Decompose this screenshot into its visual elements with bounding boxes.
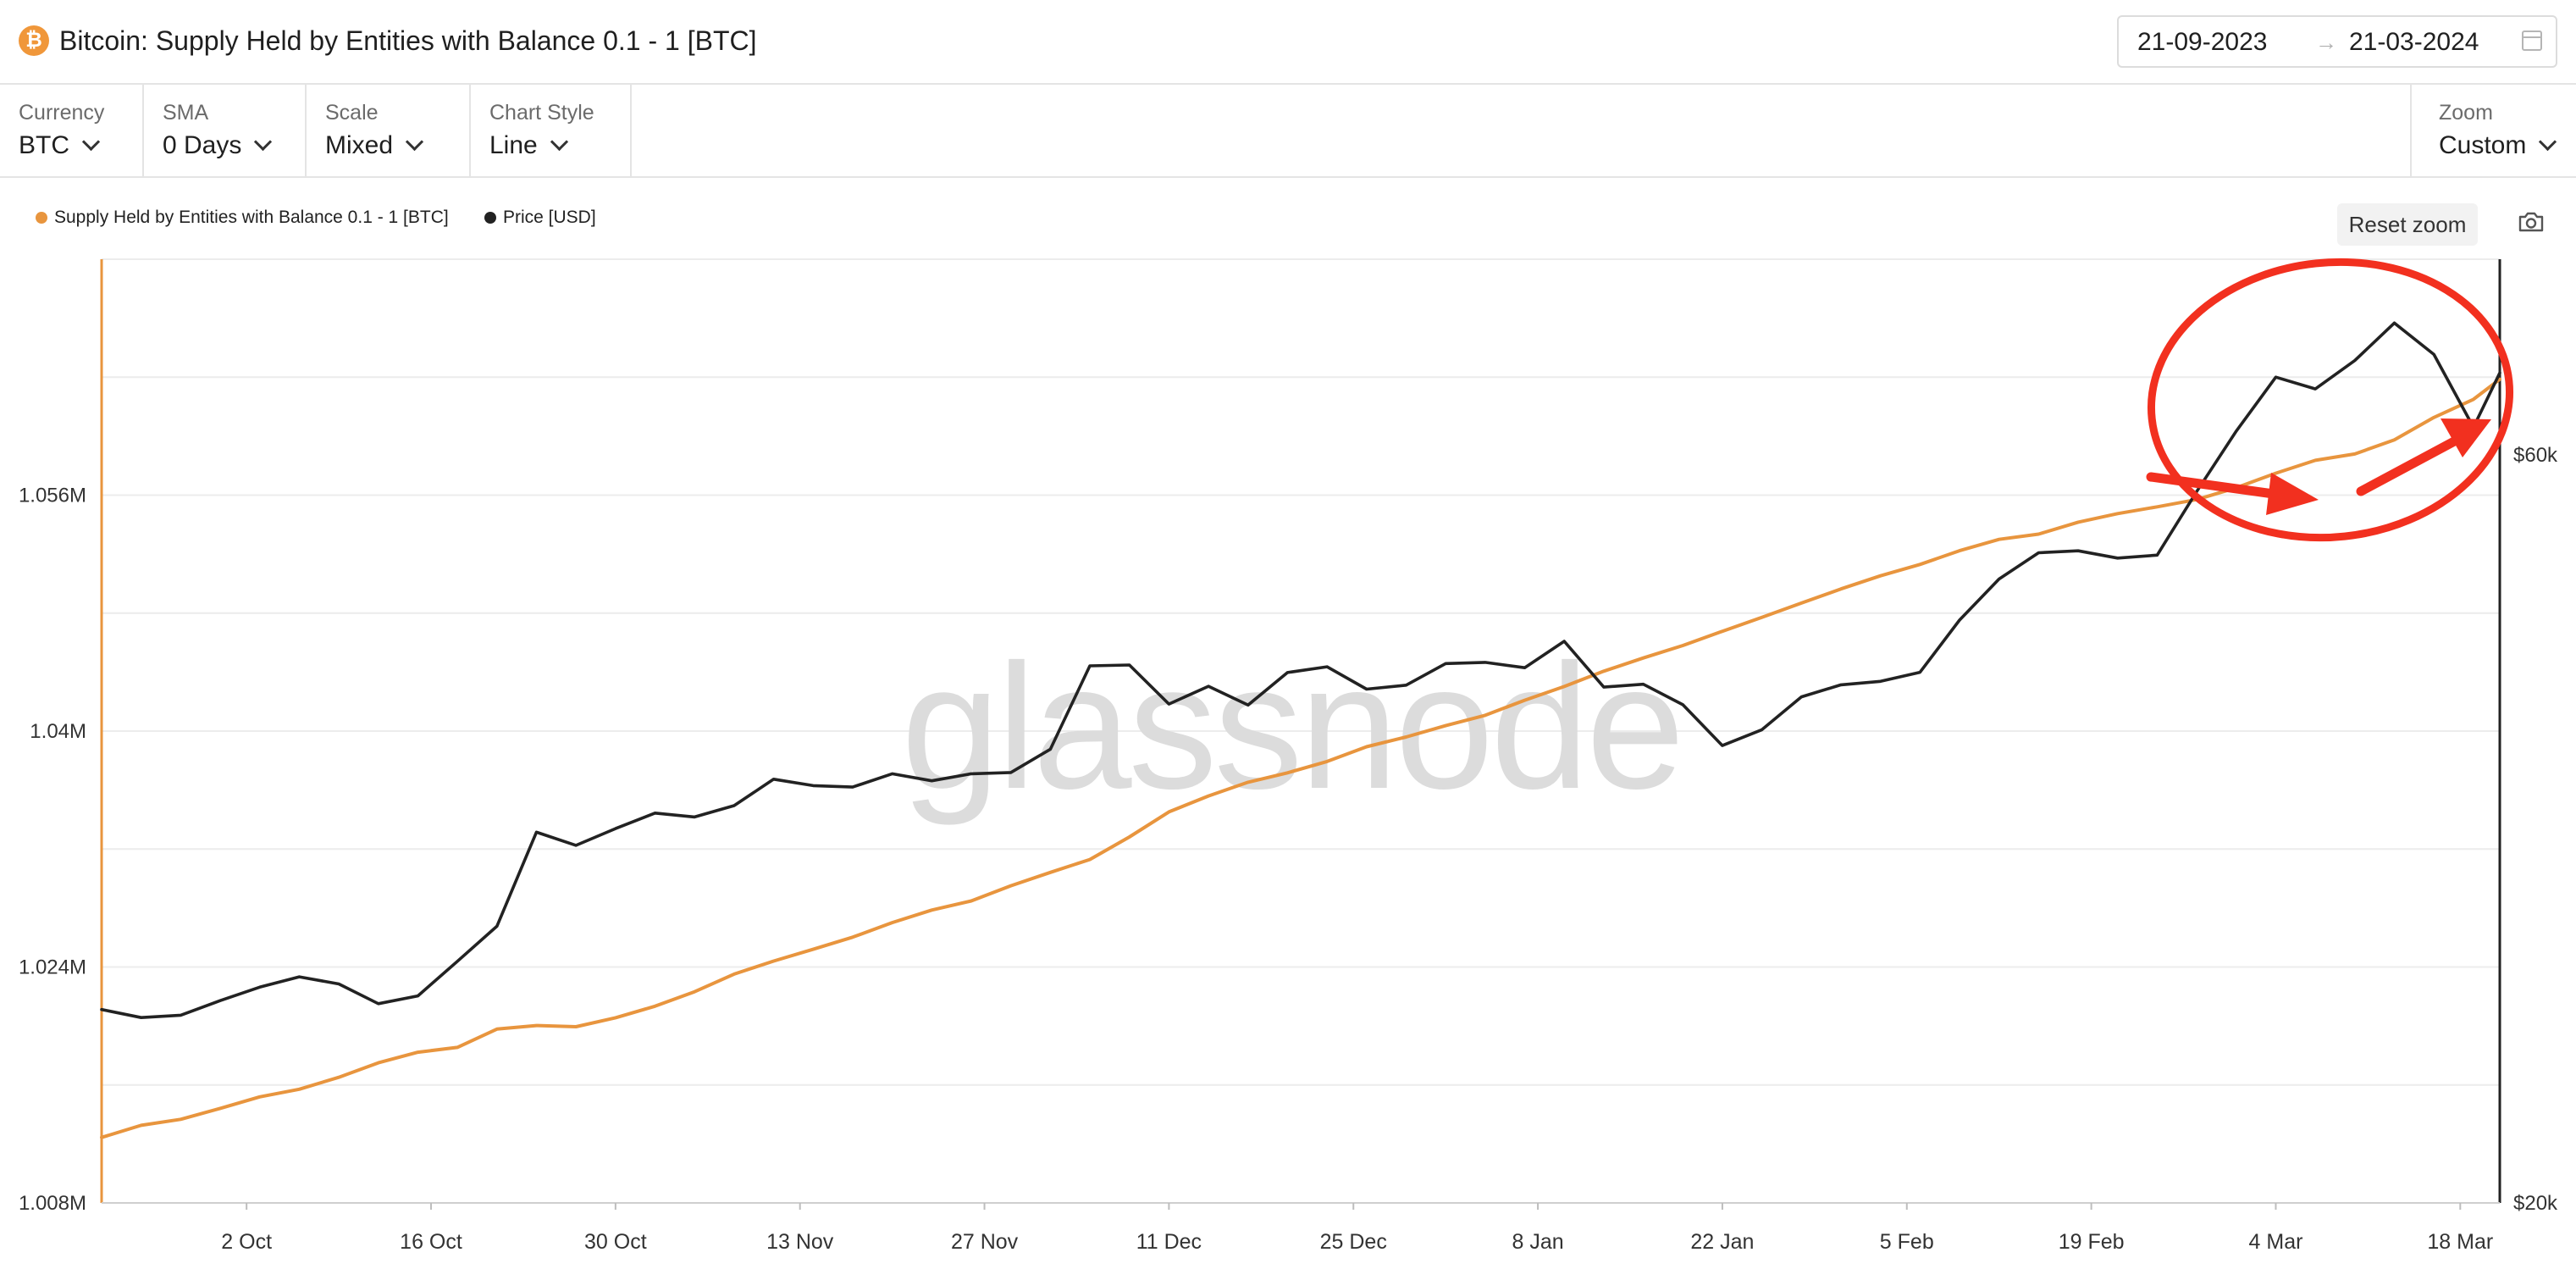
x-tick-label: 19 Feb bbox=[2059, 1230, 2125, 1254]
legend-dot-price bbox=[484, 212, 496, 224]
x-tick-label: 11 Dec bbox=[1136, 1230, 1202, 1254]
y-right-tick-label: $60k bbox=[2513, 444, 2558, 467]
tick-labels: 1.008M 1.024M 1.04M 1.056M $20k $60k 2 Oct 16 O… bbox=[19, 444, 2558, 1254]
x-tick-label: 4 Mar bbox=[2249, 1230, 2303, 1254]
x-tick-label: 30 Oct bbox=[584, 1230, 647, 1254]
chart-header: ₿ Bitcoin: Supply Held by Entities with … bbox=[0, 0, 2576, 85]
legend-label-supply: Supply Held by Entities with Balance 0.1… bbox=[54, 208, 449, 227]
y-right-tick-label: $20k bbox=[2513, 1192, 2558, 1215]
x-tick-label: 5 Feb bbox=[1880, 1230, 1934, 1254]
x-tick-label: 16 Oct bbox=[400, 1230, 462, 1254]
grid-lines bbox=[102, 258, 2500, 1204]
x-tick-label: 18 Mar bbox=[2427, 1230, 2493, 1254]
legend-dot-supply bbox=[36, 212, 47, 224]
sma-label: SMA bbox=[163, 101, 209, 125]
zoom-select[interactable]: Zoom Custom bbox=[2410, 85, 2576, 176]
x-tick-label: 25 Dec bbox=[1320, 1230, 1387, 1254]
watermark: glassnode bbox=[901, 627, 1681, 826]
reset-zoom-button[interactable]: Reset zoom bbox=[2337, 203, 2478, 246]
annotation bbox=[2146, 258, 2514, 542]
x-tick-label: 2 Oct bbox=[221, 1230, 272, 1254]
annotation-arrowhead-1 bbox=[2266, 473, 2319, 515]
bitcoin-icon: ₿ bbox=[19, 25, 49, 56]
chart-style-value[interactable]: Line bbox=[489, 130, 568, 161]
x-tick-label: 22 Jan bbox=[1690, 1230, 1754, 1254]
currency-select[interactable]: Currency BTC bbox=[0, 85, 144, 176]
y-left-tick-label: 1.04M bbox=[30, 720, 86, 743]
date-from-input[interactable]: 21-09-2023 bbox=[2137, 28, 2268, 56]
x-tick-label: 8 Jan bbox=[1512, 1230, 1564, 1254]
date-to-input[interactable]: 21-03-2024 bbox=[2349, 28, 2479, 56]
supply-series-line bbox=[100, 377, 2501, 1139]
arrow-right-icon: → bbox=[2315, 30, 2337, 55]
series-lines bbox=[100, 321, 2501, 1139]
y-left-tick-label: 1.008M bbox=[19, 1192, 86, 1215]
sma-select[interactable]: SMA 0 Days bbox=[144, 85, 307, 176]
legend-label-price: Price [USD] bbox=[503, 208, 596, 227]
chart-controls: Currency BTC SMA 0 Days Scale Mixed Char… bbox=[0, 85, 2576, 178]
chart-style-select[interactable]: Chart Style Line bbox=[471, 85, 632, 176]
chart-style-label: Chart Style bbox=[489, 101, 594, 125]
scale-value[interactable]: Mixed bbox=[325, 130, 424, 161]
sma-value[interactable]: 0 Days bbox=[163, 130, 273, 161]
camera-icon[interactable] bbox=[2518, 212, 2544, 232]
zoom-value[interactable]: Custom bbox=[2439, 130, 2557, 161]
annotation-arrow-line-1 bbox=[2146, 472, 2285, 500]
annotation-arrow-line-2 bbox=[2356, 435, 2461, 496]
legend-item-price[interactable]: Price [USD] bbox=[484, 207, 596, 229]
scale-select[interactable]: Scale Mixed bbox=[307, 85, 471, 176]
x-tick-label: 13 Nov bbox=[766, 1230, 834, 1254]
annotation-arrowhead-2 bbox=[2441, 418, 2491, 457]
y-left-tick-label: 1.024M bbox=[19, 956, 86, 979]
legend-item-supply[interactable]: Supply Held by Entities with Balance 0.1… bbox=[36, 207, 449, 229]
x-tick-label: 27 Nov bbox=[951, 1230, 1019, 1254]
calendar-icon[interactable] bbox=[2522, 30, 2542, 51]
scale-label: Scale bbox=[325, 101, 379, 125]
annotation-circle bbox=[2147, 258, 2514, 542]
currency-value[interactable]: BTC bbox=[19, 130, 101, 161]
zoom-label: Zoom bbox=[2439, 101, 2493, 125]
y-left-tick-label: 1.056M bbox=[19, 485, 86, 507]
currency-label: Currency bbox=[19, 101, 105, 125]
price-series-line bbox=[100, 321, 2501, 1019]
axes bbox=[100, 259, 2501, 1204]
page-title: Bitcoin: Supply Held by Entities with Ba… bbox=[59, 25, 757, 56]
date-range-picker[interactable]: 21-09-2023 → 21-03-2024 bbox=[2117, 15, 2557, 68]
